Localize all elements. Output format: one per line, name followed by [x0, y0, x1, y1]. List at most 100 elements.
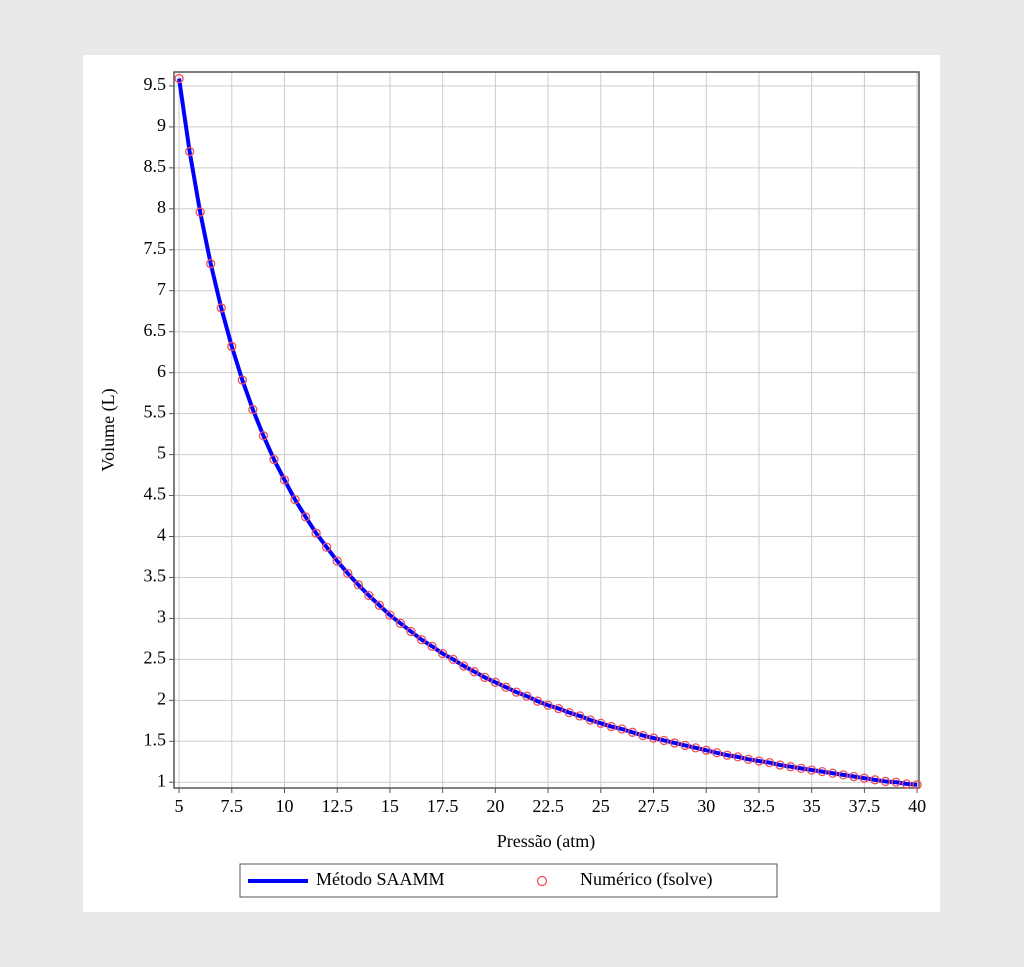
data-point: [374, 600, 385, 610]
data-point: [870, 775, 880, 785]
x-tick-label: 35: [803, 796, 821, 816]
data-point: [258, 431, 269, 441]
data-point: [469, 667, 479, 677]
y-tick-label: 9.5: [144, 74, 167, 94]
y-axis-label: Volume (L): [98, 388, 119, 471]
data-point: [743, 754, 754, 764]
data-point: [174, 73, 184, 84]
data-point: [627, 727, 638, 737]
x-tick-label: 15: [381, 796, 399, 816]
data-point: [722, 750, 732, 760]
plot-frame: [173, 71, 920, 789]
data-point: [859, 773, 870, 783]
data-point: [427, 641, 437, 651]
data-point: [248, 404, 258, 415]
data-point: [764, 757, 775, 768]
x-tick-label: 20: [486, 796, 504, 816]
x-tick-label: 25: [592, 796, 610, 816]
y-tick-label: 1.5: [144, 729, 167, 749]
data-point: [912, 780, 922, 790]
legend-marker: [536, 875, 548, 887]
x-tick-label: 37.5: [849, 796, 881, 816]
data-point: [290, 494, 300, 505]
data-point: [796, 763, 806, 773]
legend: [239, 863, 778, 898]
data-point: [828, 768, 838, 778]
data-point: [395, 618, 406, 628]
data-point: [701, 745, 711, 755]
x-tick-label: 22.5: [532, 796, 564, 816]
x-tick-label: 30: [697, 796, 715, 816]
data-point: [785, 762, 796, 772]
data-point: [880, 776, 891, 787]
y-tick-label: 4: [157, 525, 166, 545]
y-tick-label: 6.5: [144, 320, 167, 340]
data-point: [279, 475, 290, 485]
y-tick-label: 8: [157, 197, 166, 217]
data-point: [638, 730, 648, 741]
data-point: [691, 743, 701, 753]
data-point: [564, 707, 574, 718]
x-tick-label: 5: [175, 796, 184, 816]
x-tick-label: 7.5: [221, 796, 244, 816]
y-tick-label: 8.5: [144, 156, 167, 176]
data-point: [216, 303, 226, 313]
data-point: [817, 766, 827, 777]
data-point: [648, 733, 659, 743]
data-point: [300, 512, 311, 522]
data-point: [332, 556, 342, 566]
data-point: [849, 771, 859, 782]
data-point: [437, 648, 448, 659]
data-point: [322, 542, 332, 552]
y-tick-label: 4.5: [144, 484, 167, 504]
y-tick-label: 3.5: [144, 566, 167, 586]
data-point: [237, 375, 247, 385]
data-point: [669, 738, 680, 748]
data-point: [269, 454, 279, 465]
data-point: [490, 677, 501, 687]
data-point: [501, 682, 511, 692]
data-point: [712, 748, 722, 758]
data-point: [532, 696, 543, 706]
data-point: [195, 207, 205, 217]
data-point: [838, 770, 848, 780]
y-tick-label: 3: [157, 607, 166, 627]
y-tick-label: 5: [157, 443, 166, 463]
data-point: [459, 661, 469, 671]
data-point: [659, 735, 669, 746]
data-point: [206, 259, 216, 269]
data-point: [522, 691, 532, 701]
data-point: [596, 718, 606, 728]
data-point: [891, 777, 901, 787]
data-point: [617, 724, 627, 734]
data-point: [227, 341, 237, 352]
data-point: [775, 760, 785, 770]
data-point: [343, 568, 353, 579]
data-point: [184, 146, 195, 157]
x-tick-label: 27.5: [638, 796, 670, 816]
data-point: [606, 721, 616, 732]
data-point: [575, 711, 585, 721]
data-point: [733, 752, 743, 762]
data-point: [406, 626, 416, 637]
data-point: [480, 672, 490, 683]
data-point: [364, 590, 374, 601]
y-tick-label: 7: [157, 279, 166, 299]
data-point: [311, 528, 321, 538]
data-point: [543, 700, 553, 710]
data-point: [448, 654, 458, 665]
data-point: [754, 756, 764, 766]
data-point: [585, 715, 595, 725]
y-tick-label: 6: [157, 361, 166, 381]
y-tick-label: 5.5: [144, 402, 167, 422]
legend-label: Numérico (fsolve): [580, 869, 712, 890]
data-point: [807, 765, 817, 775]
legend-label: Método SAAMM: [316, 869, 445, 889]
y-tick-label: 2: [157, 688, 166, 708]
data-point: [553, 703, 564, 714]
x-tick-label: 40: [908, 796, 926, 816]
x-tick-label: 12.5: [321, 796, 353, 816]
data-point: [416, 635, 427, 645]
